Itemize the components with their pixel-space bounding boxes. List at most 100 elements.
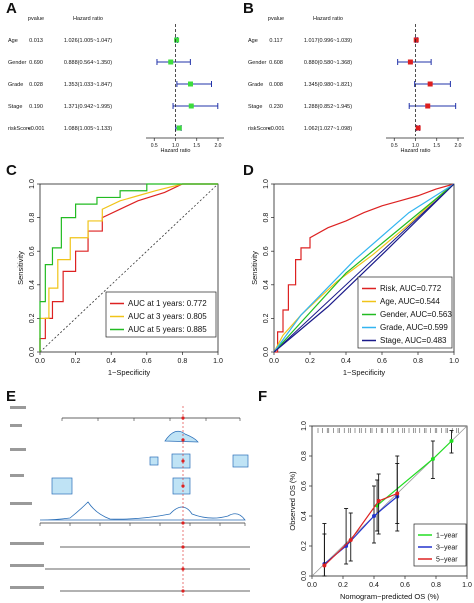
series-line <box>323 492 398 566</box>
hr-marker <box>188 103 194 109</box>
data-point <box>348 538 353 542</box>
row-hazard-ratio: 1.062(1.027~1.098) <box>304 126 352 132</box>
col-header-hazard-ratio: Hazard ratio <box>313 16 343 22</box>
y-tick-label: 1.0 <box>301 421 308 431</box>
roc-plot-d: 0.00.0 0.2 0.2 0.4 0.4 0.6 0.6 0.8 0.8 1.0 1.0 1−Sp… <box>250 179 459 377</box>
row-pvalue: 0.028 <box>29 82 43 88</box>
x-tick-label: 2.0 <box>215 143 222 149</box>
col-header-pvalue: pvalue <box>28 16 44 22</box>
panel-label-e: E <box>6 388 17 405</box>
x-tick-label: 0.2 <box>305 358 315 365</box>
y-tick-label: 0.8 <box>263 213 270 223</box>
y-tick-label: 0.2 <box>263 313 270 323</box>
x-tick-label: 0.2 <box>71 358 81 365</box>
hr-marker <box>407 59 413 65</box>
plot-frame <box>311 425 468 577</box>
x-axis-label: Hazard ratio <box>401 148 431 152</box>
panel-label-b: B <box>243 0 254 17</box>
plot-frame <box>39 183 219 353</box>
row-hazard-ratio: 1.026(1.005~1.047) <box>64 38 112 44</box>
x-tick-label: 0.6 <box>400 582 410 589</box>
y-tick-label: 0.0 <box>263 347 270 357</box>
row-pvalue: 0.230 <box>269 104 283 110</box>
row-hazard-ratio: 1.345(0.980~1.821) <box>304 82 352 88</box>
x-tick-label: 0.0 <box>35 358 45 365</box>
x-tick-label: 1.0 <box>213 358 223 365</box>
series-line <box>274 183 455 353</box>
x-tick-label: 0.0 <box>307 582 317 589</box>
hr-marker <box>176 125 182 131</box>
row-pvalue: 0.608 <box>269 60 283 66</box>
x-tick-label: 0.6 <box>142 358 152 365</box>
row-pvalue: 0.013 <box>29 38 43 44</box>
col-header-pvalue: pvalue <box>268 16 284 22</box>
data-point <box>430 457 435 461</box>
row-label: riskScore <box>8 126 31 132</box>
x-tick-label: 1.0 <box>462 582 472 589</box>
hr-marker <box>427 81 433 87</box>
roc-plot-c: 0.00.0 0.2 0.2 0.4 0.4 0.6 0.6 0.8 0.8 1.0 1.0 1−Sp… <box>16 179 223 377</box>
x-tick-label: 0.4 <box>341 358 351 365</box>
row-hazard-ratio: 0.888(0.564~1.350) <box>64 60 112 66</box>
row-hazard-ratio: 1.288(0.852~1.945) <box>304 104 352 110</box>
legend-label: AUC at 1 years: 0.772 <box>128 299 207 308</box>
panel-label-d: D <box>243 162 254 179</box>
y-tick-label: 0.0 <box>29 347 36 357</box>
row-label: Age <box>8 38 18 44</box>
x-tick-label: 2.0 <box>455 143 462 149</box>
total-points-density <box>39 501 246 521</box>
series-line <box>273 183 455 353</box>
row-label: Grade <box>8 82 23 88</box>
forest-plot-a: pvalue Hazard ratio Age 0.013 1.026(1.005~1.… <box>8 16 224 152</box>
x-tick-label: 0.0 <box>269 358 279 365</box>
y-tick-label: 0.8 <box>301 451 308 461</box>
x-tick-label: 1.5 <box>433 143 440 149</box>
legend-label: AUC at 5 years: 0.885 <box>128 325 207 334</box>
y-tick-label: 0.8 <box>29 213 36 223</box>
x-tick-label: 0.8 <box>413 358 423 365</box>
calibration-plot-f: 0.00.0 0.2 0.2 0.4 0.4 0.6 0.6 0.8 0.8 1.0 1.0 Nomo… <box>288 421 472 601</box>
legend-label: Risk, AUC=0.772 <box>380 284 442 293</box>
y-tick-label: 0.6 <box>29 246 36 256</box>
y-tick-label: 0.4 <box>301 511 308 521</box>
nomogram-axes <box>40 417 250 592</box>
row-pvalue: 0.190 <box>29 104 43 110</box>
y-tick-label: 0.0 <box>301 571 308 581</box>
series-line <box>39 183 218 352</box>
nomogram-faint-labels <box>10 406 44 589</box>
row-label: riskScore <box>248 126 271 132</box>
series-line <box>273 183 455 353</box>
series-line <box>39 183 218 352</box>
panel-label-a: A <box>6 0 17 17</box>
grade-boxes <box>149 453 249 469</box>
legend-label: 5−year <box>436 557 458 564</box>
data-point <box>449 439 454 443</box>
y-axis-label: Sensitivity <box>250 251 259 285</box>
hr-marker <box>168 59 174 65</box>
y-tick-label: 0.4 <box>263 280 270 290</box>
row-hazard-ratio: 1.353(1.033~1.847) <box>64 82 112 88</box>
row-pvalue: 0.117 <box>269 38 282 44</box>
nomogram-ticks <box>39 418 246 526</box>
row-pvalue: 0.008 <box>269 82 283 88</box>
nomogram-e <box>10 406 250 596</box>
row-label: Age <box>248 38 258 44</box>
x-tick-label: 0.4 <box>369 582 379 589</box>
legend-label: 1−year <box>436 533 458 540</box>
y-tick-label: 0.4 <box>29 280 36 290</box>
row-pvalue: 0.690 <box>29 60 43 66</box>
row-label: Gender <box>8 60 27 66</box>
x-tick-label: 0.2 <box>338 582 348 589</box>
data-point <box>372 514 376 518</box>
row-label: Stage <box>8 104 22 110</box>
series-line <box>376 440 452 506</box>
y-axis-label: Sensitivity <box>16 251 25 285</box>
x-tick-label: 1.0 <box>172 143 179 149</box>
y-tick-label: 0.6 <box>301 481 308 491</box>
row-hazard-ratio: 1.088(1.005~1.133) <box>64 126 112 132</box>
series-line <box>273 183 455 353</box>
x-axis-label: Nomogram−predicted OS (%) <box>340 592 439 601</box>
row-label: Grade <box>248 82 263 88</box>
col-header-hazard-ratio: Hazard ratio <box>73 16 103 22</box>
risk-boxes <box>51 477 191 495</box>
